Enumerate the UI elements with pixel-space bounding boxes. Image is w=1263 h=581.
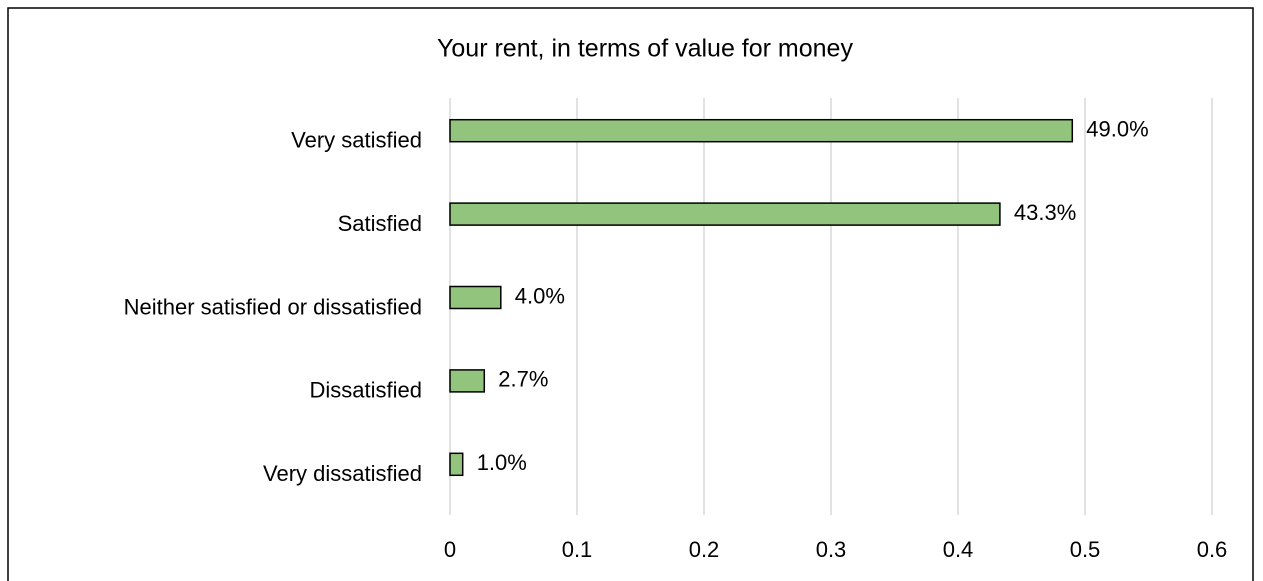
chart-title: Your rent, in terms of value for money — [437, 35, 853, 63]
bar — [449, 118, 1074, 143]
x-tick-label: 0.4 — [943, 537, 974, 562]
bar — [449, 202, 1001, 226]
x-tick-label: 0.2 — [689, 537, 720, 562]
y-tick-label: Satisfied — [338, 211, 422, 236]
data-label: 2.7% — [498, 367, 548, 392]
y-tick-label: Dissatisfied — [310, 378, 422, 403]
chart-frame — [7, 7, 1254, 581]
data-label: 1.0% — [477, 450, 527, 475]
x-tick-label: 0 — [444, 537, 456, 562]
x-tick-label: 0.3 — [816, 537, 847, 562]
y-tick-label: Very satisfied — [291, 128, 422, 153]
bar — [449, 369, 486, 393]
data-label: 43.3% — [1014, 200, 1076, 225]
y-tick-label: Neither satisfied or dissatisfied — [124, 294, 422, 319]
x-tick-label: 0.6 — [1197, 537, 1228, 562]
x-tick-label: 0.1 — [562, 537, 593, 562]
data-label: 4.0% — [515, 283, 565, 308]
bar — [449, 452, 464, 477]
bar — [449, 285, 502, 310]
x-tick-label: 0.5 — [1070, 537, 1101, 562]
y-tick-label: Very dissatisfied — [263, 461, 422, 486]
data-label: 49.0% — [1086, 117, 1148, 142]
